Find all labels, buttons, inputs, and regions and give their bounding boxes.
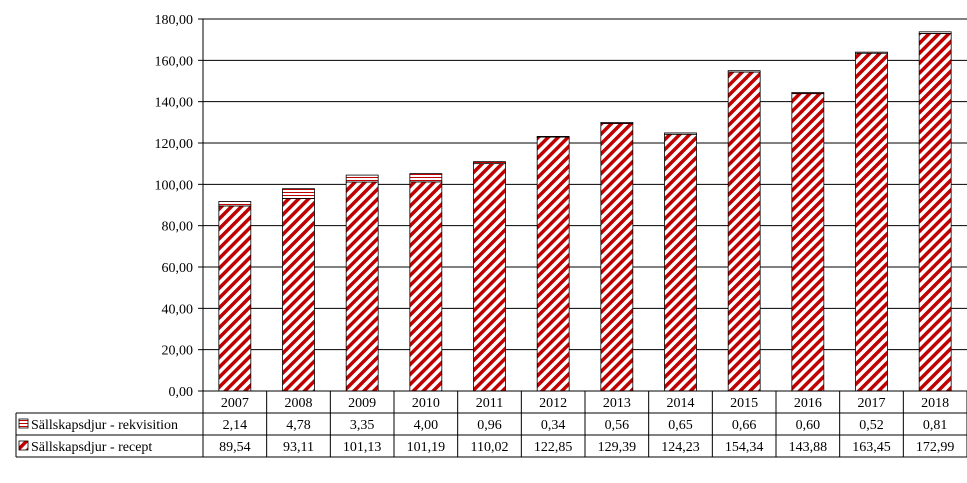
bar-recept bbox=[664, 133, 697, 392]
x-tick-label: 2009 bbox=[348, 396, 376, 411]
bar-recept bbox=[855, 52, 888, 392]
bar-recept bbox=[345, 181, 379, 392]
bars bbox=[218, 31, 952, 392]
data-label-recept: 110,02 bbox=[471, 440, 509, 455]
data-label-rekvisition: 4,78 bbox=[286, 418, 311, 433]
data-label-recept: 122,85 bbox=[534, 440, 573, 455]
axes bbox=[198, 18, 204, 392]
data-label-recept: 129,39 bbox=[598, 440, 637, 455]
data-label-recept: 172,99 bbox=[916, 440, 955, 455]
bar-recept bbox=[218, 205, 252, 392]
data-label-rekvisition: 0,56 bbox=[605, 418, 630, 433]
bar-recept bbox=[409, 181, 443, 392]
x-tick-label: 2010 bbox=[412, 396, 440, 411]
bar-rekvisition bbox=[918, 31, 952, 34]
bar-recept bbox=[727, 71, 761, 392]
data-label-rekvisition: 0,81 bbox=[923, 418, 948, 433]
bar-rekvisition bbox=[345, 174, 379, 183]
data-label-rekvisition: 0,34 bbox=[541, 418, 566, 433]
x-tick-label: 2017 bbox=[858, 396, 886, 411]
y-tick-label: 20,00 bbox=[162, 344, 194, 359]
data-label-recept: 101,19 bbox=[407, 440, 446, 455]
bar-rekvisition bbox=[536, 136, 570, 138]
bar-rekvisition bbox=[855, 51, 888, 54]
data-label-rekvisition: 0,60 bbox=[796, 418, 821, 433]
data-table: 2007 2008 2009 2010 2011 2012 2013 2014 2015 2016… bbox=[15, 390, 967, 458]
x-tick-label: 2016 bbox=[794, 396, 822, 411]
bar-rekvisition bbox=[727, 70, 761, 73]
y-tick-label: 40,00 bbox=[162, 302, 194, 317]
bar-recept bbox=[282, 198, 315, 392]
bar-rekvisition bbox=[600, 122, 634, 124]
bar-rekvisition bbox=[282, 188, 315, 199]
y-tick-label: 100,00 bbox=[155, 178, 194, 193]
data-label-rekvisition: 0,96 bbox=[477, 418, 502, 433]
bar-recept bbox=[791, 93, 825, 392]
y-tick-label: 180,00 bbox=[155, 13, 194, 28]
y-tick-label: 160,00 bbox=[155, 54, 194, 69]
x-tick-label: 2012 bbox=[539, 396, 567, 411]
data-label-rekvisition: 0,52 bbox=[859, 418, 884, 433]
data-label-recept: 89,54 bbox=[219, 440, 251, 455]
legend-rekvisition-swatch bbox=[18, 418, 29, 429]
data-label-recept: 163,45 bbox=[852, 440, 891, 455]
legend-recept-swatch bbox=[18, 440, 29, 451]
legend-recept: Sällskapsdjur - recept bbox=[31, 440, 152, 455]
data-label-recept: 154,34 bbox=[725, 440, 764, 455]
data-label-rekvisition: 3,35 bbox=[350, 418, 375, 433]
y-tick-label: 120,00 bbox=[155, 137, 194, 152]
bar-recept bbox=[473, 163, 506, 392]
data-label-recept: 101,13 bbox=[343, 440, 382, 455]
bar-rekvisition bbox=[218, 201, 252, 207]
bar-rekvisition bbox=[664, 132, 697, 135]
gridlines bbox=[203, 18, 967, 351]
bar-recept bbox=[536, 136, 570, 392]
bar-recept bbox=[918, 33, 952, 392]
bar-rekvisition bbox=[473, 161, 506, 165]
data-label-rekvisition: 0,65 bbox=[668, 418, 693, 433]
y-tick-label: 60,00 bbox=[162, 261, 194, 276]
bar-rekvisition bbox=[409, 173, 443, 183]
y-tick-label: 140,00 bbox=[155, 96, 194, 111]
y-tick-label: 80,00 bbox=[162, 220, 194, 235]
legend-rekvisition: Sällskapsdjur - rekvisition bbox=[31, 418, 178, 433]
x-tick-label: 2008 bbox=[285, 396, 313, 411]
x-tick-label: 2007 bbox=[221, 396, 249, 411]
y-axis-tick-labels: 0,00 20,00 40,00 60,00 80,00 100,00 120,00 140,… bbox=[155, 13, 194, 400]
x-tick-label: 2013 bbox=[603, 396, 631, 411]
data-label-recept: 143,88 bbox=[789, 440, 828, 455]
data-label-recept: 124,23 bbox=[661, 440, 700, 455]
x-tick-label: 2015 bbox=[730, 396, 758, 411]
data-label-rekvisition: 4,00 bbox=[414, 418, 439, 433]
data-label-rekvisition: 0,66 bbox=[732, 418, 757, 433]
data-label-rekvisition: 2,14 bbox=[223, 418, 248, 433]
x-tick-label: 2011 bbox=[476, 396, 503, 411]
bar-recept bbox=[600, 123, 634, 392]
y-tick-label: 0,00 bbox=[169, 385, 194, 400]
bar-rekvisition bbox=[791, 92, 825, 95]
x-tick-label: 2018 bbox=[921, 396, 949, 411]
x-tick-label: 2014 bbox=[667, 396, 695, 411]
data-label-recept: 93,11 bbox=[283, 440, 314, 455]
